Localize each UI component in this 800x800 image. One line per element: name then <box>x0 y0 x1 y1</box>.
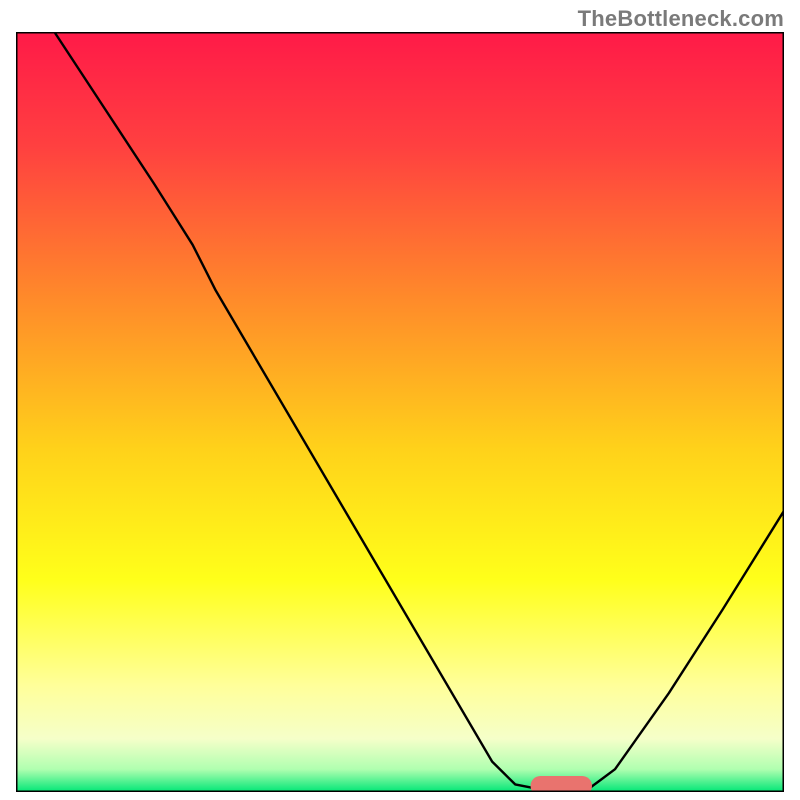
bottleneck-chart <box>16 32 784 792</box>
watermark-text: TheBottleneck.com <box>578 6 784 32</box>
optimal-marker <box>531 776 592 792</box>
chart-container: TheBottleneck.com <box>0 0 800 800</box>
chart-background <box>16 32 784 792</box>
chart-svg <box>16 32 784 792</box>
